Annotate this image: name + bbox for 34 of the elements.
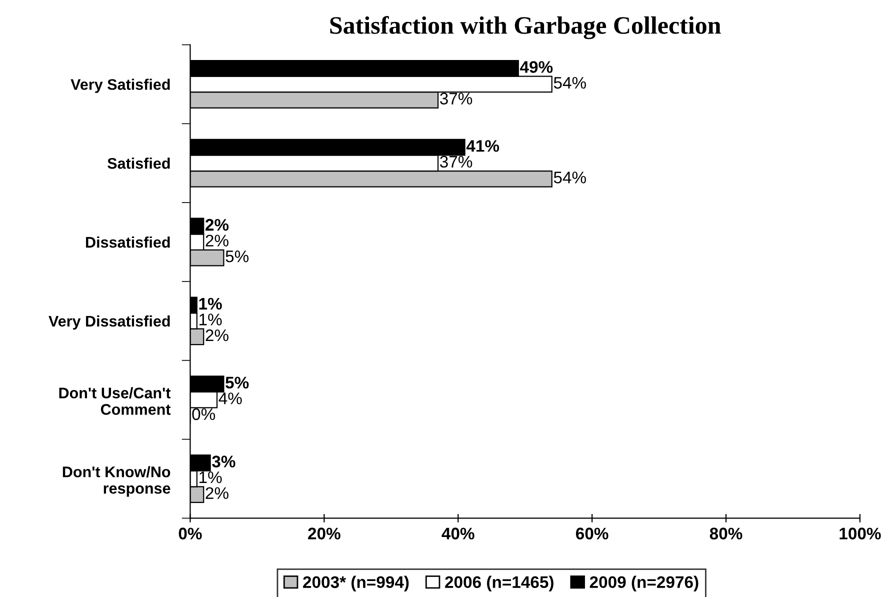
x-tick-label: 40% bbox=[442, 528, 474, 540]
data-label: 49% bbox=[520, 61, 553, 73]
data-label: 1% bbox=[200, 314, 222, 326]
data-label: 5% bbox=[226, 376, 249, 389]
legend-label: 2006 (n=1465) bbox=[445, 576, 554, 592]
y-tick-label: Don't Use/Can't Comment bbox=[59, 387, 171, 415]
data-label: 54% bbox=[554, 172, 586, 184]
data-label: 2% bbox=[206, 234, 228, 246]
y-tick-label: Satisfied bbox=[108, 158, 170, 169]
data-label: 54% bbox=[554, 76, 586, 89]
data-label: 2% bbox=[206, 487, 228, 499]
x-tick-label: 0% bbox=[178, 528, 202, 540]
data-label: 3% bbox=[212, 456, 236, 468]
data-label: 5% bbox=[226, 250, 249, 262]
y-tick-label: Dissatisfied bbox=[86, 236, 170, 248]
data-label: 1% bbox=[200, 471, 222, 484]
y-tick-label: Very Satisfied bbox=[70, 78, 170, 93]
data-label: 41% bbox=[466, 140, 500, 152]
data-label: 37% bbox=[440, 156, 472, 168]
y-tick-label: Don't Know/No response bbox=[62, 466, 170, 497]
x-tick-label: 60% bbox=[576, 528, 608, 540]
data-label: 1% bbox=[199, 298, 222, 310]
chart-title: Satisfaction with Garbage Collection bbox=[330, 16, 721, 40]
data-label: 0% bbox=[192, 408, 216, 420]
x-tick-label: 100% bbox=[840, 528, 881, 540]
x-tick-label: 20% bbox=[308, 528, 340, 540]
y-tick-label: Very Dissatisfied bbox=[48, 315, 170, 330]
data-label: 4% bbox=[218, 392, 242, 404]
data-label: 37% bbox=[440, 92, 472, 104]
legend-label: 2003* (n=994) bbox=[303, 576, 409, 592]
x-tick-label: 80% bbox=[710, 528, 742, 540]
data-label: 2% bbox=[206, 329, 228, 342]
data-label: 2% bbox=[206, 218, 229, 231]
legend-label: 2009 (n=2976) bbox=[590, 576, 698, 592]
